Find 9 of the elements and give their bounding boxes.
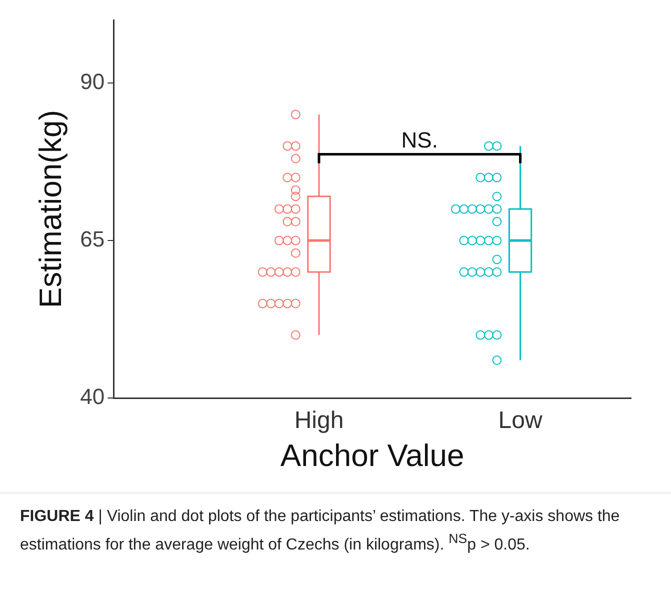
y-axis-title: Estimation(kg) [33, 110, 68, 308]
y-tick-label: 40 [80, 384, 105, 410]
x-tick-label: Low [498, 407, 543, 434]
caption: FIGURE 4 | Violin and dot plots of the participants’ estimations. The y-axis shows the estimations for the average weight of Czechs (in kilograms). $^{NS}$p > 0.05. [20, 507, 621, 556]
y-tick-label: 65 [80, 226, 105, 252]
x-tick-label: High [294, 407, 344, 434]
annotation: NS. [401, 127, 438, 152]
y-tick-label: 90 [80, 69, 105, 94]
x-axis-title: Anchor Value [280, 438, 464, 473]
